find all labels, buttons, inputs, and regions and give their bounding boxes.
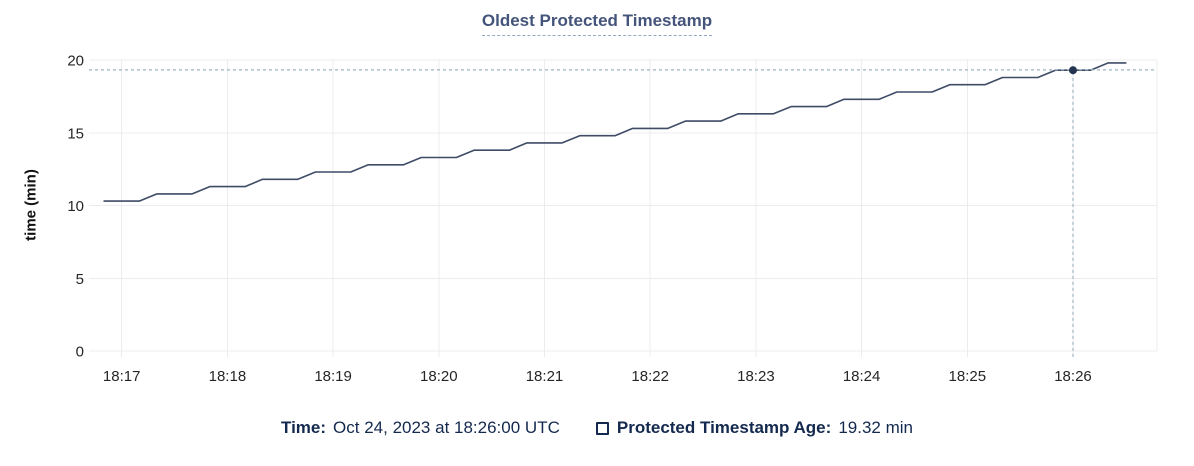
chart-title[interactable]: Oldest Protected Timestamp (481, 11, 713, 36)
legend-time: Time: Oct 24, 2023 at 18:26:00 UTC (281, 418, 560, 438)
hover-data-point (1069, 66, 1077, 75)
y-tick-label: 10 (67, 198, 84, 215)
y-tick-label: 0 (76, 344, 84, 361)
y-tick-label: 5 (76, 271, 84, 288)
legend-series-label: Protected Timestamp Age: (616, 418, 832, 437)
x-tick-label: 18:24 (843, 368, 881, 385)
series-checkbox-swatch[interactable] (595, 421, 609, 435)
y-tick-label: 15 (67, 125, 84, 142)
x-tick-label: 18:19 (314, 368, 352, 385)
chart-header: Oldest Protected Timestamp (0, 11, 1194, 36)
x-tick-label: 18:17 (103, 368, 141, 385)
x-tick-label: 18:26 (1054, 368, 1092, 385)
legend-series-value: 19.32 min (838, 418, 913, 437)
legend-time-value: Oct 24, 2023 at 18:26:00 UTC (333, 418, 560, 437)
chart-canvas[interactable]: 0 5 10 15 20 18:17 18:18 18:19 18:20 18:21 18:22 18… (0, 0, 1194, 405)
x-tick-label: 18:22 (631, 368, 669, 385)
x-tick-label: 18:25 (949, 368, 987, 385)
y-tick-label: 20 (67, 53, 84, 70)
legend-time-label: Time: (281, 418, 327, 437)
legend-series-toggle[interactable]: Protected Timestamp Age: 19.32 min (595, 418, 913, 438)
x-tick-label: 18:21 (526, 368, 564, 385)
plot-hover-area[interactable] (89, 60, 1157, 351)
series-line-protected-timestamp-age (103, 62, 1127, 202)
x-tick-label: 18:20 (420, 368, 458, 385)
chart-legend: Time: Oct 24, 2023 at 18:26:00 UTC Prote… (0, 418, 1194, 438)
x-tick-label: 18:23 (737, 368, 775, 385)
x-tick-label: 18:18 (209, 368, 247, 385)
